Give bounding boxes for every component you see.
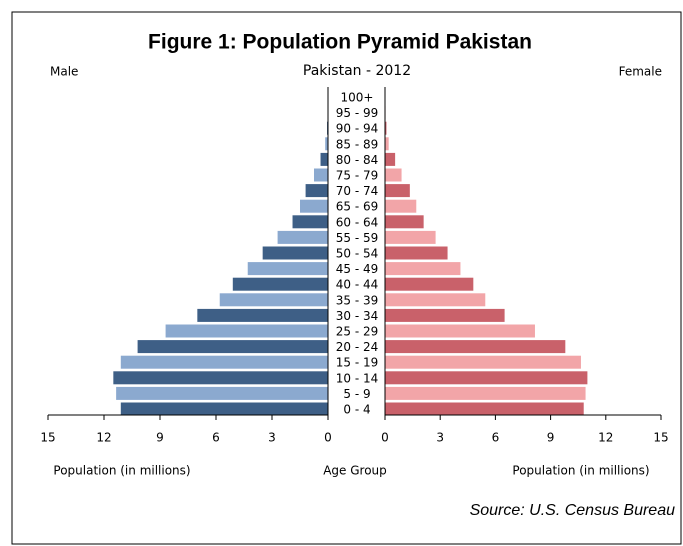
chart-title: Figure 1: Population Pyramid Pakistan xyxy=(148,31,532,54)
x-tick-label: 6 xyxy=(492,431,500,445)
bar xyxy=(385,340,566,354)
age-label: 100+ xyxy=(341,91,374,105)
y-axis-title: Age Group xyxy=(323,464,387,478)
age-label: 35 - 39 xyxy=(336,293,379,307)
bar xyxy=(219,293,328,307)
bar xyxy=(314,168,328,182)
bar xyxy=(305,184,328,198)
age-label: 85 - 89 xyxy=(336,137,379,151)
x-tick-label: 3 xyxy=(268,431,276,445)
bar xyxy=(385,230,436,244)
age-label: 90 - 94 xyxy=(336,122,379,136)
bar xyxy=(247,262,328,276)
x-axis-title-left: Population (in millions) xyxy=(53,464,190,478)
age-label: 30 - 34 xyxy=(336,309,379,323)
x-tick-label: 0 xyxy=(324,431,332,445)
bar xyxy=(385,277,474,291)
x-tick-label: 3 xyxy=(436,431,444,445)
bar xyxy=(385,293,486,307)
bar xyxy=(262,246,328,260)
source: Source: U.S. Census Bureau xyxy=(470,502,676,519)
age-label: 65 - 69 xyxy=(336,200,379,214)
bar xyxy=(385,262,461,276)
frame xyxy=(11,11,682,545)
x-tick-label: 9 xyxy=(547,431,555,445)
bar xyxy=(165,324,328,338)
age-label: 80 - 84 xyxy=(336,153,379,167)
bar xyxy=(385,199,417,213)
bar xyxy=(385,215,424,229)
age-label: 5 - 9 xyxy=(343,387,370,401)
bar xyxy=(197,308,328,322)
age-label: 40 - 44 xyxy=(336,278,379,292)
bar xyxy=(120,402,328,416)
age-label: 95 - 99 xyxy=(336,106,379,120)
x-tick-label: 6 xyxy=(212,431,220,445)
age-label: 20 - 24 xyxy=(336,340,379,354)
age-label: 50 - 54 xyxy=(336,247,379,261)
age-label: 55 - 59 xyxy=(336,231,379,245)
x-tick-label: 9 xyxy=(156,431,164,445)
bar xyxy=(385,308,505,322)
bar xyxy=(385,152,396,166)
x-tick-label: 12 xyxy=(96,431,111,445)
bar xyxy=(277,230,328,244)
age-label: 0 - 4 xyxy=(343,403,370,417)
bar xyxy=(300,199,328,213)
bar xyxy=(385,168,402,182)
bar xyxy=(137,340,328,354)
bar xyxy=(385,184,410,198)
bar xyxy=(385,371,588,385)
x-tick-label: 12 xyxy=(598,431,613,445)
age-label: 75 - 79 xyxy=(336,169,379,183)
bar xyxy=(292,215,328,229)
chart-subtitle: Pakistan - 2012 xyxy=(303,63,411,79)
legend-male: Male xyxy=(50,65,78,79)
age-label: 10 - 14 xyxy=(336,371,379,385)
bar xyxy=(385,355,581,369)
bar xyxy=(113,371,328,385)
bar xyxy=(232,277,328,291)
bar xyxy=(320,152,328,166)
age-label: 15 - 19 xyxy=(336,356,379,370)
bar xyxy=(385,402,584,416)
bar xyxy=(325,137,328,151)
age-label: 45 - 49 xyxy=(336,262,379,276)
bar xyxy=(385,324,535,338)
bar xyxy=(385,246,448,260)
age-label: 60 - 64 xyxy=(336,215,379,229)
legend-female: Female xyxy=(619,65,662,79)
bar xyxy=(385,137,389,151)
x-axis-title-right: Population (in millions) xyxy=(512,464,649,478)
bar xyxy=(120,355,328,369)
x-tick-label: 15 xyxy=(653,431,668,445)
bar xyxy=(385,386,586,400)
bar xyxy=(385,121,387,135)
x-tick-label: 15 xyxy=(40,431,55,445)
age-label: 25 - 29 xyxy=(336,325,379,339)
age-label: 70 - 74 xyxy=(336,184,379,198)
bar xyxy=(116,386,328,400)
x-tick-label: 0 xyxy=(381,431,389,445)
